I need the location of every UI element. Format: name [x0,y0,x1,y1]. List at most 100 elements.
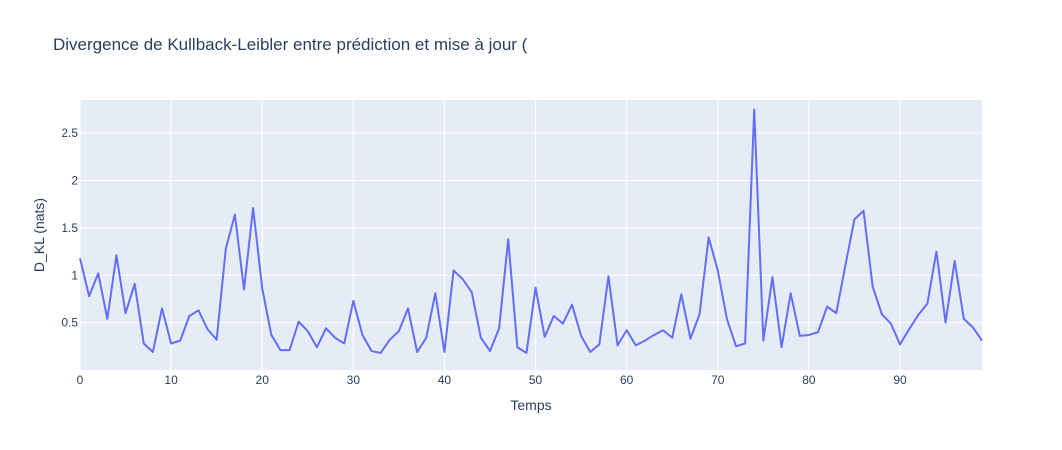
x-tick-label: 50 [529,373,543,387]
data-point [861,208,867,214]
data-point [460,276,466,282]
data-point [842,263,848,269]
data-point [587,349,593,355]
y-tick-label: 2.5 [61,126,78,140]
data-point [851,216,857,222]
data-point [806,332,812,338]
x-tick-label: 90 [893,373,907,387]
data-point [669,335,675,341]
data-point [214,337,220,343]
data-point [979,338,985,344]
data-point [943,320,949,326]
data-point [177,338,183,344]
data-point [414,349,420,355]
data-point [615,342,621,348]
data-point [223,246,229,252]
data-point [633,342,639,348]
data-point [305,328,311,334]
x-tick-label: 0 [77,373,84,387]
data-point [268,332,274,338]
data-point [660,327,666,333]
data-point [970,324,976,330]
x-tick-label: 60 [620,373,634,387]
data-point [378,350,384,356]
x-tick-label: 10 [164,373,178,387]
data-point [168,340,174,346]
x-tick-label: 30 [347,373,361,387]
data-point [387,337,393,343]
data-point [359,332,365,338]
data-point [596,341,602,347]
data-point [123,310,129,316]
data-point [287,347,293,353]
data-point [651,332,657,338]
data-point [952,258,958,264]
data-point [277,347,283,353]
x-tick-label: 70 [711,373,725,387]
data-point [815,329,821,335]
data-point [888,321,894,327]
data-point [159,305,165,311]
data-point [788,290,794,296]
data-point [104,316,110,322]
grid-lines [79,100,982,370]
x-axis-ticks: 0 10 20 30 40 50 60 70 80 90 [77,373,907,387]
data-point [332,335,338,341]
data-point [241,286,247,292]
data-point [523,350,529,356]
y-tick-label: 1.5 [61,221,78,235]
data-point [369,348,375,354]
data-point [323,325,329,331]
data-point [487,348,493,354]
data-point [423,335,429,341]
data-point [195,307,201,313]
y-axis-ticks: 0.5 1 1.5 2 2.5 [61,126,78,329]
data-point [451,268,457,274]
data-point [551,313,557,319]
x-axis-title: Temps [510,397,551,413]
data-point [113,252,119,258]
data-point [779,344,785,350]
data-point [205,326,211,332]
data-point [605,273,611,279]
x-tick-label: 20 [256,373,270,387]
data-point [141,340,147,346]
data-point [150,349,156,355]
series-group [79,108,985,356]
data-point [742,340,748,346]
data-point [569,302,575,308]
data-point [350,298,356,304]
data-point [95,270,101,276]
data-point [259,286,265,292]
data-point [706,234,712,240]
data-point [86,293,92,299]
data-point [697,311,703,317]
data-point [915,312,921,318]
data-point [933,249,939,255]
data-point [715,268,721,274]
chart-title: Divergence de Kullback-Leibler entre pré… [53,35,528,54]
data-point [924,301,930,307]
data-point [769,274,775,280]
y-tick-label: 0.5 [61,316,78,330]
data-point [469,289,475,295]
data-point [396,328,402,334]
data-point [496,325,502,331]
data-point [833,310,839,316]
data-point [797,333,803,339]
data-point [624,327,630,333]
data-point [478,335,484,341]
data-point [296,319,302,325]
data-point [132,281,138,287]
data-point [897,341,903,347]
data-point [733,343,739,349]
data-point [405,305,411,311]
data-point [578,333,584,339]
data-point [961,316,967,322]
data-point [678,291,684,297]
plot-area [80,100,982,370]
data-point [314,344,320,350]
y-tick-label: 1 [71,268,78,282]
x-tick-label: 40 [438,373,452,387]
